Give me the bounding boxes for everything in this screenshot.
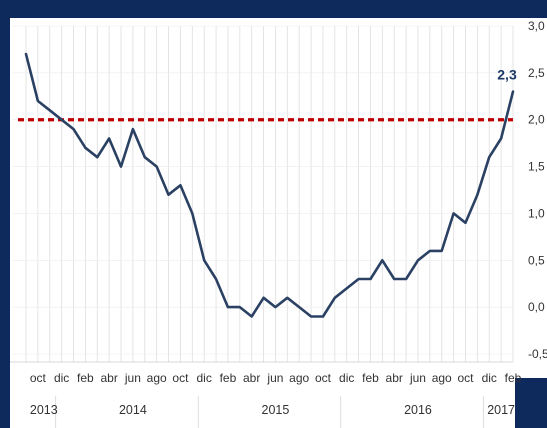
x-tick-label: jun xyxy=(266,371,283,385)
x-tick-label: oct xyxy=(315,371,332,385)
x-tick-label: abr xyxy=(100,371,117,385)
x-tick-label: oct xyxy=(30,371,47,385)
y-tick-label: 3,0 xyxy=(528,19,545,33)
series-group xyxy=(24,52,515,318)
y-tick-label: 0,5 xyxy=(528,253,545,267)
grid xyxy=(10,25,514,363)
year-label: 2016 xyxy=(404,403,432,417)
y-tick-label: 2,5 xyxy=(528,66,545,80)
x-tick-label: dic xyxy=(482,371,497,385)
x-tick-label: dic xyxy=(196,371,211,385)
last-value-label: 2,3 xyxy=(497,67,517,83)
x-tick-label: oct xyxy=(172,371,189,385)
y-tick-label: 1,0 xyxy=(528,206,545,220)
x-axis-year-labels: 2013 2014 2015 2016 2017 xyxy=(30,396,515,428)
series-line xyxy=(24,52,515,318)
x-tick-label: abr xyxy=(386,371,403,385)
x-tick-label: dic xyxy=(339,371,354,385)
x-tick-label: feb xyxy=(77,371,94,385)
data-labels: 2,3 xyxy=(497,67,517,83)
x-axis-month-labels: oct dic feb abr jun ago oct dic feb abr jun ago oct d… xyxy=(30,371,522,385)
year-label: 2013 xyxy=(30,403,58,417)
y-tick-label: -0,5 xyxy=(528,347,547,361)
x-tick-label: abr xyxy=(243,371,260,385)
x-tick-label: ago xyxy=(147,371,167,385)
x-tick-label: feb xyxy=(220,371,237,385)
y-axis-ticks: -0,5 0,0 0,5 1,0 1,5 2,0 2,5 3,0 xyxy=(528,19,547,361)
x-tick-label: feb xyxy=(505,371,522,385)
x-tick-label: dic xyxy=(54,371,69,385)
x-tick-label: ago xyxy=(432,371,452,385)
axis-panel xyxy=(515,18,547,378)
y-tick-label: 1,5 xyxy=(528,160,545,174)
plot-background xyxy=(10,18,515,428)
year-label: 2017 xyxy=(487,403,515,417)
x-tick-label: jun xyxy=(409,371,426,385)
y-tick-label: 0,0 xyxy=(528,300,545,314)
y-tick-label: 2,0 xyxy=(528,113,545,127)
year-label: 2015 xyxy=(262,403,290,417)
x-tick-label: feb xyxy=(362,371,379,385)
x-tick-label: oct xyxy=(457,371,474,385)
year-label: 2014 xyxy=(119,403,147,417)
x-tick-label: jun xyxy=(124,371,141,385)
x-tick-label: ago xyxy=(289,371,309,385)
